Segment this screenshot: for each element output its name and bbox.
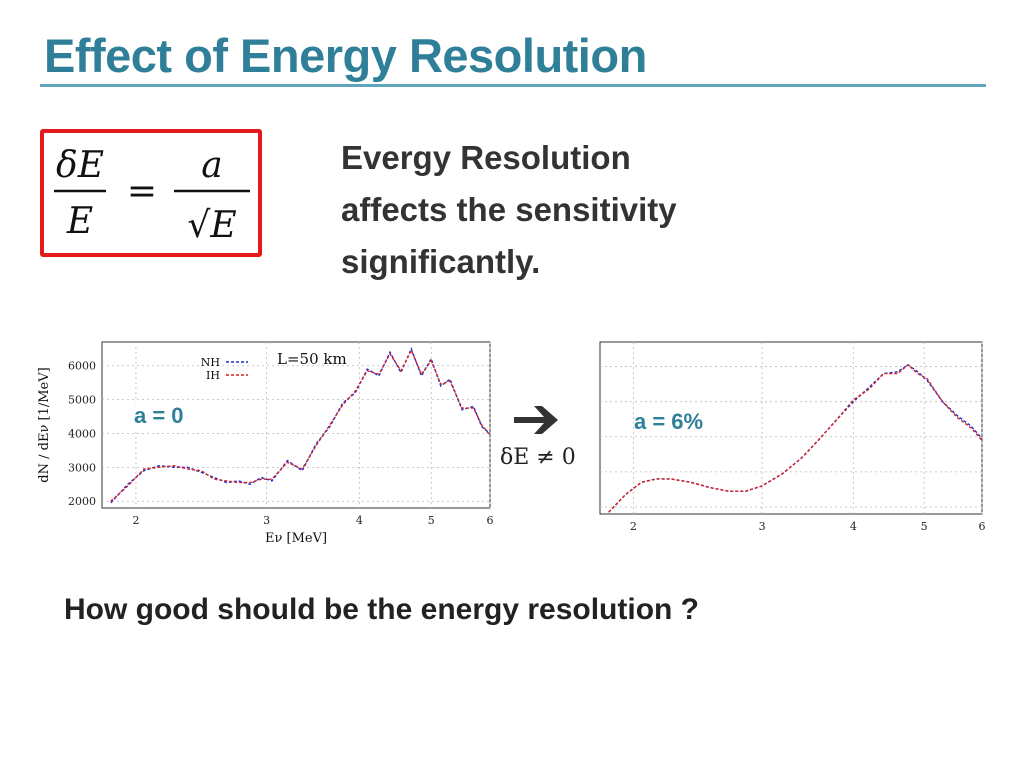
x-tick-label: 5 (428, 514, 435, 527)
legend-label-ih: IH (206, 369, 220, 382)
x-tick-label: 3 (263, 514, 270, 527)
x-tick-label: 4 (356, 514, 363, 527)
x-tick-label: 6 (979, 520, 986, 533)
statement-line-1: Evergy Resolution (341, 139, 631, 176)
spectrum-chart-smeared: 2 3 4 5 6 (599, 341, 986, 533)
y-tick-label: 3000 (68, 461, 96, 474)
x-tick-label: 6 (487, 514, 494, 527)
title-underline (40, 84, 986, 87)
formula-rhs-numerator: a (201, 145, 222, 186)
statement-line-3: significantly. (341, 243, 541, 280)
y-tick-label: 4000 (68, 427, 96, 440)
right-arrow-icon (514, 406, 558, 434)
y-tick-label: 5000 (68, 394, 96, 407)
legend-label-nh: NH (201, 356, 220, 369)
formula-lhs-denominator: E (66, 201, 93, 242)
y-tick-label: 6000 (68, 360, 96, 373)
formula-lhs-numerator: δE (56, 145, 104, 186)
x-tick-label: 5 (921, 520, 928, 533)
x-tick-label: 3 (759, 520, 766, 533)
x-tick-label: 4 (850, 520, 857, 533)
statement-line-2: affects the sensitivity (341, 191, 677, 228)
y-tick-label: 2000 (68, 495, 96, 508)
chart-title: L=50 km (277, 350, 347, 368)
x-axis-label: Eν [MeV] (265, 531, 327, 546)
x-tick-label: 2 (132, 514, 139, 527)
annotation-a-six-percent: a = 6% (634, 409, 704, 435)
resolution-statement: Evergy Resolution affects the sensitivit… (341, 132, 761, 288)
series-line-ih (110, 348, 491, 502)
formula-equals: = (127, 171, 157, 212)
slide-title: Effect of Energy Resolution (44, 29, 647, 82)
series-line-1 (608, 363, 983, 513)
formula-rhs-denominator: √E (187, 205, 236, 246)
delta-e-nonzero: δE ≠ 0 (500, 445, 576, 470)
y-axis-label: dN / dEν [1/MeV] (37, 367, 52, 482)
resolution-formula: δE E = a √E (40, 129, 262, 257)
x-tick-label: 2 (630, 520, 637, 533)
annotation-a-zero: a = 0 (134, 403, 184, 429)
resolution-question: How good should be the energy resolution… (64, 593, 700, 626)
